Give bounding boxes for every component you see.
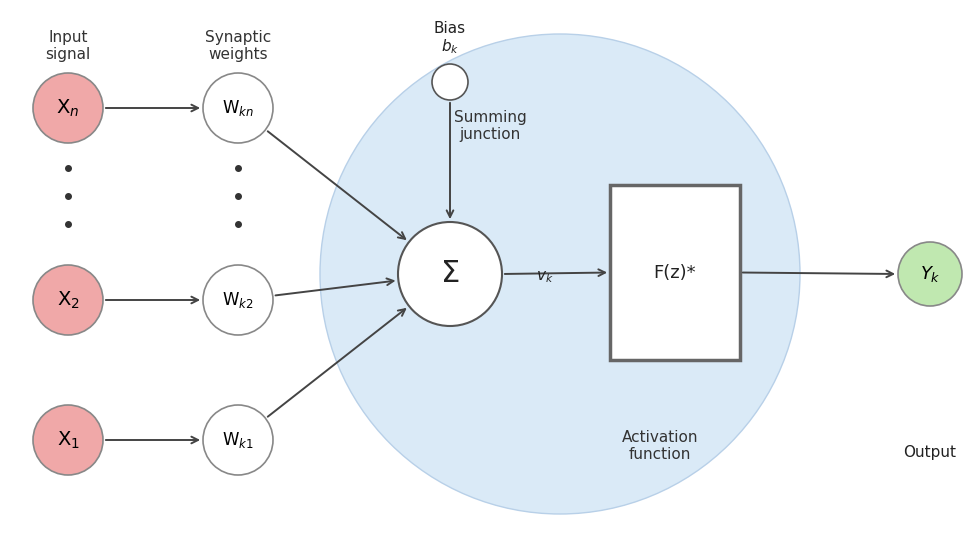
- Text: Bias: Bias: [433, 21, 466, 36]
- Text: W$_{kn}$: W$_{kn}$: [222, 98, 253, 118]
- Text: W$_{k2}$: W$_{k2}$: [222, 290, 253, 310]
- Text: $\Sigma$: $\Sigma$: [440, 260, 460, 288]
- Text: X$_1$: X$_1$: [57, 429, 79, 450]
- Text: $b_k$: $b_k$: [440, 37, 459, 56]
- Circle shape: [33, 265, 103, 335]
- Text: Input
signal: Input signal: [45, 30, 91, 62]
- Text: F(z)*: F(z)*: [653, 264, 695, 282]
- Circle shape: [431, 64, 467, 100]
- Text: W$_{k1}$: W$_{k1}$: [222, 430, 253, 450]
- Text: X$_n$: X$_n$: [57, 98, 79, 119]
- Text: $Y_k$: $Y_k$: [918, 264, 940, 284]
- Circle shape: [33, 405, 103, 475]
- Circle shape: [202, 405, 273, 475]
- Bar: [609, 185, 739, 360]
- Circle shape: [202, 73, 273, 143]
- Circle shape: [320, 34, 799, 514]
- Circle shape: [897, 242, 961, 306]
- Text: Output: Output: [903, 445, 956, 460]
- Circle shape: [33, 73, 103, 143]
- Circle shape: [398, 222, 502, 326]
- Text: Activation
function: Activation function: [621, 430, 697, 463]
- Circle shape: [202, 265, 273, 335]
- Text: $v_k$: $v_k$: [536, 269, 554, 285]
- Text: Synaptic
weights: Synaptic weights: [204, 30, 271, 62]
- Text: X$_2$: X$_2$: [57, 289, 79, 311]
- Text: Summing
junction: Summing junction: [453, 110, 526, 142]
